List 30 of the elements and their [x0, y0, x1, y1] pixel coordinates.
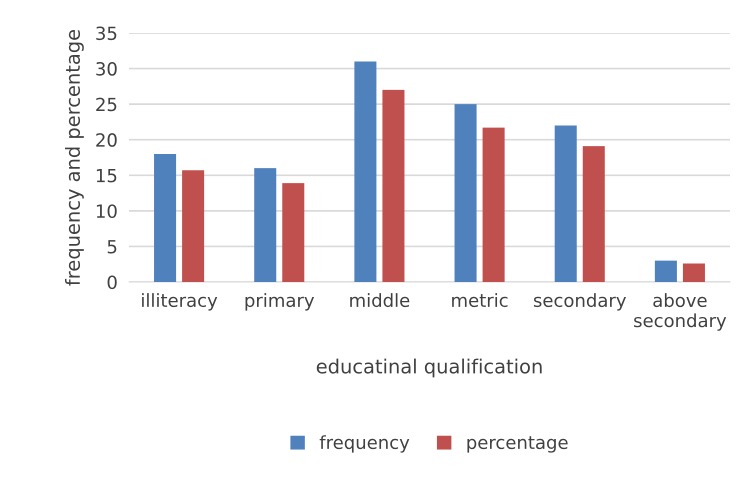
bar: [282, 183, 304, 282]
bar: [654, 260, 677, 282]
legend-label: percentage: [467, 436, 568, 453]
x-tick-label: primary: [246, 293, 314, 311]
y-tick-label: 20: [96, 133, 117, 147]
x-tick-label: secondary: [534, 293, 626, 311]
x-tick-label: illiteracy: [142, 293, 218, 311]
bar: [254, 168, 276, 282]
y-tick-label: 15: [96, 168, 116, 182]
bar: [482, 128, 505, 282]
x-tick-label: metric: [452, 293, 508, 308]
bar: [382, 90, 404, 282]
y-tick-label: 5: [108, 240, 116, 254]
y-tick-label: 10: [96, 204, 117, 218]
legend-label: frequency: [320, 435, 410, 453]
bar: [554, 125, 577, 282]
y-tick-label: 0: [108, 275, 117, 290]
bar: [354, 61, 376, 282]
bar: [154, 154, 176, 282]
bar: [182, 170, 204, 282]
y-tick-label: 35: [96, 26, 116, 40]
y-tick-label: 30: [96, 62, 117, 76]
y-tick-label: 25: [96, 98, 116, 112]
y-axis-title: frequency and percentage: [64, 30, 84, 286]
bar: [682, 264, 705, 282]
x-axis-title: educatinal qualification: [316, 358, 542, 378]
x-tick-label: above secondary: [634, 293, 726, 331]
bar: [454, 104, 477, 282]
x-tick-label: middle: [350, 293, 410, 308]
bar: [582, 146, 605, 282]
